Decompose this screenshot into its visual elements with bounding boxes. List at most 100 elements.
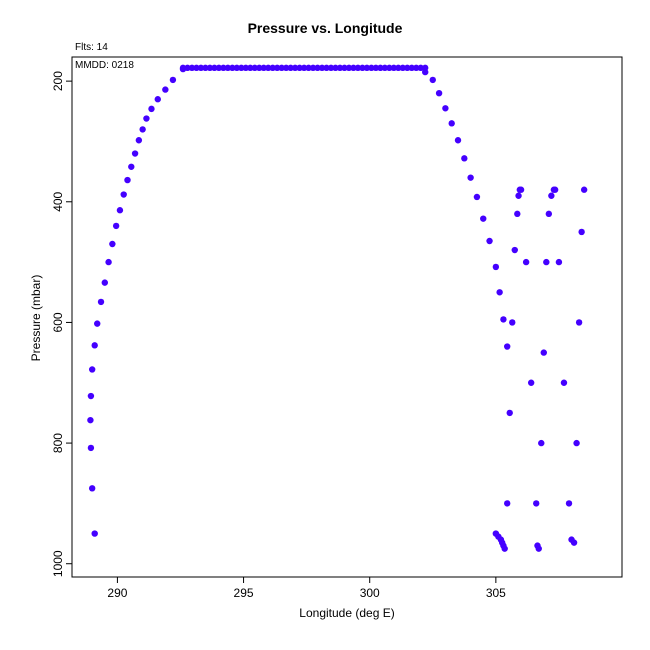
data-point <box>381 64 389 72</box>
data-point <box>91 342 98 349</box>
data-point <box>188 64 196 72</box>
data-point <box>336 64 344 72</box>
data-point <box>143 115 150 122</box>
data-point <box>314 64 321 72</box>
data-point <box>522 258 530 266</box>
data-point <box>509 319 516 326</box>
chart-title: Pressure vs. Longitude <box>247 20 403 36</box>
data-point <box>395 64 402 72</box>
x-axis: 290 295 300 305 <box>107 577 506 600</box>
data-point <box>260 64 267 72</box>
data-point <box>363 64 371 72</box>
data-point <box>282 64 290 72</box>
x-tick-label: 290 <box>107 586 127 600</box>
data-point <box>473 193 481 201</box>
data-point <box>578 228 585 236</box>
data-point <box>88 366 96 373</box>
data-point <box>377 64 384 72</box>
data-point <box>327 64 335 72</box>
data-point <box>139 126 146 133</box>
x-tick-label: 295 <box>234 586 254 600</box>
data-point <box>448 120 455 127</box>
data-point <box>545 210 553 218</box>
x-axis-label: Longitude (deg E) <box>299 606 395 620</box>
data-point <box>247 64 254 72</box>
data-point <box>565 500 573 507</box>
data-point <box>341 64 348 72</box>
y-tick-label: 1000 <box>51 550 65 577</box>
data-point <box>422 68 429 76</box>
data-point <box>345 64 353 72</box>
data-point <box>511 246 518 254</box>
data-point <box>555 258 563 266</box>
plot-frame <box>71 56 623 578</box>
data-point <box>413 64 420 72</box>
data-point <box>350 64 357 72</box>
data-point <box>368 64 375 72</box>
data-point <box>215 64 223 72</box>
data-point <box>256 64 263 72</box>
data-point <box>105 258 112 266</box>
data-point <box>390 64 398 72</box>
data-point <box>354 64 362 72</box>
data-point <box>514 210 521 218</box>
data-point <box>300 64 308 72</box>
data-point <box>527 379 535 386</box>
data-points <box>87 64 588 552</box>
data-point <box>399 64 406 72</box>
data-point <box>220 64 227 72</box>
data-point <box>88 485 96 492</box>
data-point <box>238 64 245 72</box>
data-point <box>501 545 508 552</box>
data-point <box>269 64 276 72</box>
data-point <box>359 64 366 72</box>
data-point <box>492 263 500 271</box>
data-point <box>417 64 424 72</box>
data-point <box>251 64 258 72</box>
data-point <box>500 316 507 323</box>
data-point <box>265 64 272 72</box>
data-point <box>332 64 339 72</box>
x-tick-label: 300 <box>360 586 380 600</box>
data-point <box>454 137 462 144</box>
y-tick-label: 400 <box>51 191 65 211</box>
data-point <box>560 379 568 386</box>
data-point <box>575 319 583 326</box>
data-point <box>273 64 281 72</box>
data-point <box>296 64 303 72</box>
data-point <box>461 155 468 162</box>
data-point <box>543 258 550 266</box>
data-point <box>287 64 294 72</box>
data-point <box>517 186 525 193</box>
data-point <box>184 64 191 72</box>
data-point <box>112 222 120 230</box>
data-point <box>573 439 580 447</box>
data-point <box>278 64 285 72</box>
data-point <box>404 64 411 72</box>
data-point <box>116 207 124 214</box>
data-point <box>486 237 493 245</box>
data-point <box>504 343 511 350</box>
flights-annotation: Flts: 14 <box>75 42 108 53</box>
data-point <box>442 105 449 112</box>
data-point <box>211 64 218 72</box>
data-point <box>504 500 511 507</box>
data-point <box>124 176 131 184</box>
data-point <box>551 186 559 193</box>
y-tick-label: 800 <box>51 433 65 453</box>
data-point <box>233 64 241 72</box>
data-point <box>87 444 95 452</box>
data-point <box>580 186 588 193</box>
data-point <box>318 64 326 72</box>
data-point <box>323 64 330 72</box>
data-point <box>229 64 236 72</box>
data-point <box>202 64 209 72</box>
data-point <box>515 192 522 199</box>
data-point <box>429 76 436 84</box>
data-point <box>548 192 555 199</box>
data-point <box>480 215 487 222</box>
data-point <box>148 105 155 113</box>
data-point <box>179 64 187 72</box>
data-point <box>109 240 116 248</box>
